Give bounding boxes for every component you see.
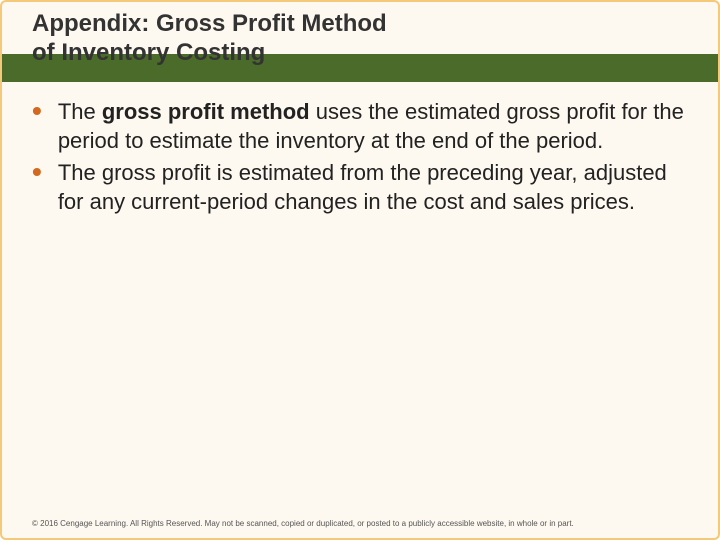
bullet-dot-icon: • [32, 98, 42, 124]
bullet-post: The gross profit is estimated from the p… [58, 160, 667, 214]
bullet-item: • The gross profit is estimated from the… [32, 159, 688, 216]
bullet-text: The gross profit method uses the estimat… [58, 98, 688, 155]
bullet-item: • The gross profit method uses the estim… [32, 98, 688, 155]
bullet-text: The gross profit is estimated from the p… [58, 159, 688, 216]
copyright-footer: © 2016 Cengage Learning. All Rights Rese… [32, 519, 688, 528]
slide-container: Appendix: Gross Profit Method of Invento… [0, 0, 720, 540]
bullet-bold: gross profit method [102, 99, 310, 124]
slide-title: Appendix: Gross Profit Method of Invento… [32, 10, 387, 68]
title-line-2: of Inventory Costing [32, 39, 265, 66]
bullet-pre: The [58, 99, 102, 124]
bullet-dot-icon: • [32, 159, 42, 185]
title-line-1: Appendix: Gross Profit Method [32, 10, 387, 37]
content-area: • The gross profit method uses the estim… [32, 98, 688, 220]
